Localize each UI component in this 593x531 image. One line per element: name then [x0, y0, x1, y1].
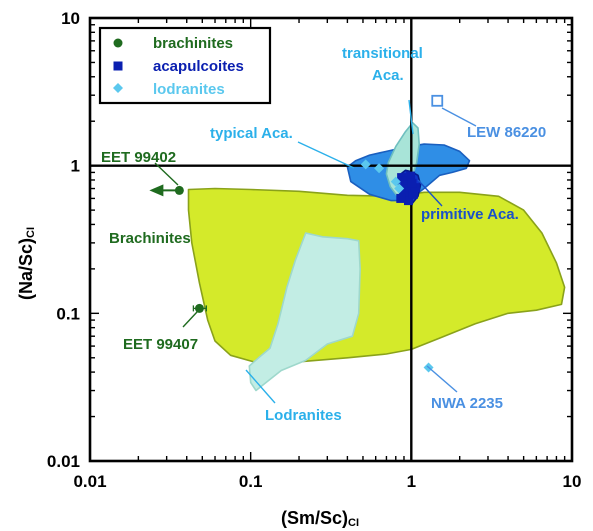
x-tick-label: 10: [563, 472, 582, 491]
point-lodranites: [394, 183, 405, 194]
legend-acapulcoites-marker: [113, 61, 123, 71]
annotation-leaders: [154, 99, 477, 404]
x-axis-title-main: (Sm/Sc): [281, 508, 348, 528]
axis-ticks: 0.01 0.1 1 10 0.01 0.1 1 10: [47, 9, 582, 491]
x-tick-label: 0.01: [73, 472, 106, 491]
legend-brachinites-label: brachinites: [153, 35, 233, 52]
leader-lew: [441, 107, 477, 127]
x-tick-label: 0.1: [239, 472, 263, 491]
y-axis-title: (Na/Sc)CI: [16, 227, 37, 300]
legend-box: [98, 26, 272, 105]
leader-eet99407: [182, 311, 198, 328]
field-lodranites: [248, 232, 361, 392]
annotation-eet-99402: EET 99402: [101, 149, 176, 166]
data-points: [149, 94, 444, 373]
annotation-nwa-2235: NWA 2235: [431, 395, 503, 412]
annotation-lew-86220: LEW 86220: [467, 124, 546, 141]
point-lew-86220: [431, 94, 444, 107]
annotation-primitive-aca: primitive Aca.: [421, 206, 519, 223]
legend-lodranites-label: lodranites: [153, 81, 225, 98]
legend-brachinites-marker: [113, 38, 123, 48]
point-lodranites: [360, 159, 371, 170]
point-lodranites: [374, 163, 385, 174]
leader-transitional: [408, 99, 414, 135]
annotation-lodranites-field: Lodranites: [265, 407, 342, 424]
svg-text:(Sm/Sc)CI: (Sm/Sc)CI: [281, 508, 359, 529]
point-brachinites: [174, 185, 184, 195]
y-tick-label: 0.01: [47, 452, 80, 471]
annotation-transitional-aca: Aca.: [372, 67, 404, 84]
y-tick-label: 10: [61, 9, 80, 28]
y-axis-title-sub: CI: [25, 227, 37, 238]
y-axis-title-main: (Na/Sc): [16, 238, 36, 300]
leader-primitive: [417, 179, 443, 207]
point-acapulcoites: [407, 178, 417, 188]
leader-lodranites: [245, 369, 276, 404]
point-brachinites: [194, 303, 204, 313]
compositional-fields: [187, 122, 566, 392]
point-lodranites: [390, 176, 401, 187]
x-tick-label: 1: [407, 472, 416, 491]
x-axis-title: (Sm/Sc)CI: [281, 508, 359, 529]
annotation-brachinites-field: Brachinites: [109, 230, 191, 247]
plot-frame: [88, 16, 574, 463]
x-axis-title-sub: CI: [348, 517, 359, 529]
legend-acapulcoites-label: acapulcoites: [153, 58, 244, 75]
leader-typical: [297, 141, 355, 169]
legend: brachinites acapulcoites lodranites: [98, 26, 272, 105]
annotations: transitional Aca. typical Aca. LEW 86220…: [101, 45, 546, 424]
point-acapulcoites: [406, 171, 416, 181]
y-tick-label: 1: [71, 157, 80, 176]
annotation-typical-aca: typical Aca.: [210, 125, 293, 142]
point-brachinites-limit-arrow: [149, 184, 164, 197]
legend-lodranites-marker: [113, 83, 123, 93]
leader-nwa: [426, 365, 458, 393]
annotation-eet-99407: EET 99407: [123, 336, 198, 353]
svg-text:(Na/Sc)CI: (Na/Sc)CI: [16, 227, 37, 300]
leader-eet99402: [154, 162, 179, 186]
annotation-transitional: transitional: [342, 45, 423, 62]
point-acapulcoites: [396, 193, 406, 203]
point-acapulcoites: [403, 196, 413, 206]
y-tick-label: 0.1: [56, 304, 80, 323]
point-acapulcoites: [408, 189, 418, 199]
